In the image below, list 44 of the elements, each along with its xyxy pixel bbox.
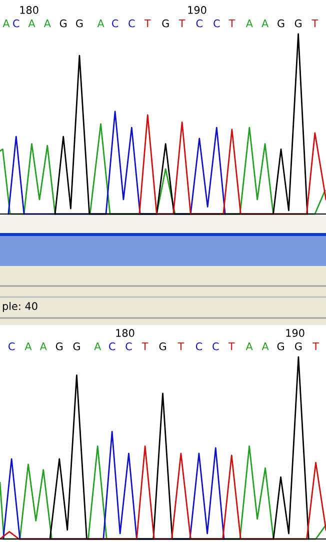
- text: A: [44, 20, 51, 28]
- text: C: [109, 342, 116, 350]
- text: C: [214, 19, 220, 28]
- x-tick-label: 180: [20, 6, 38, 14]
- text: G: [295, 342, 302, 350]
- text: C: [8, 342, 15, 350]
- text: G: [277, 342, 284, 350]
- text: A: [40, 342, 47, 350]
- text: G: [56, 342, 63, 350]
- text: G: [278, 19, 284, 28]
- text: T: [312, 342, 320, 350]
- text: A: [2, 20, 10, 28]
- text: T: [144, 20, 151, 28]
- text: T: [228, 342, 235, 350]
- text: G: [76, 19, 83, 28]
- text: A: [262, 20, 269, 28]
- text: T: [312, 20, 318, 28]
- text: A: [24, 342, 32, 350]
- text: C: [196, 19, 202, 28]
- text: A: [262, 342, 269, 350]
- text: G: [294, 19, 302, 28]
- text: T: [228, 20, 236, 28]
- x-tick-label: 190: [188, 6, 206, 14]
- text: C: [212, 342, 219, 350]
- x-tick-label: 180: [116, 329, 134, 337]
- text: C: [112, 19, 118, 28]
- text: ple: 40: [2, 302, 38, 312]
- text: C: [126, 342, 132, 350]
- text: A: [246, 20, 253, 28]
- text: C: [13, 19, 20, 28]
- text: G: [73, 342, 80, 350]
- text: G: [159, 342, 166, 350]
- text: G: [60, 19, 66, 28]
- text: A: [246, 342, 253, 350]
- x-tick-label: 190: [286, 329, 304, 337]
- text: A: [28, 20, 36, 28]
- text: C: [196, 342, 202, 350]
- text: C: [128, 19, 135, 28]
- text: G: [162, 19, 169, 28]
- text: A: [97, 20, 104, 28]
- text: T: [142, 342, 148, 350]
- text: T: [178, 342, 184, 350]
- text: T: [178, 20, 186, 28]
- text: A: [94, 342, 102, 350]
